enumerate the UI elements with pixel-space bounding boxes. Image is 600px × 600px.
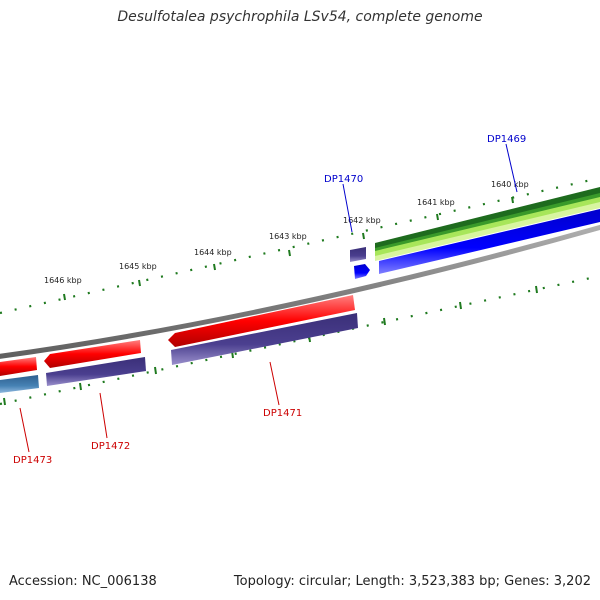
gene-label-dp1470: DP1470 xyxy=(324,174,363,185)
dp1471-bar xyxy=(171,313,358,365)
ruler-label: 1644 kbp xyxy=(194,248,232,257)
gene-label-dp1469: DP1469 xyxy=(487,134,526,145)
ruler-tick xyxy=(535,285,538,294)
dp1472-arrow xyxy=(44,340,141,368)
ruler-label: 1645 kbp xyxy=(119,262,157,271)
green-feature-track xyxy=(375,187,600,261)
gene-labels: DP1469 DP1470 DP1471 DP1472 DP1473 xyxy=(13,134,526,466)
ruler-tick xyxy=(288,249,291,257)
dp1471-arrow xyxy=(168,295,355,347)
dp1472-bar xyxy=(46,357,146,386)
ruler-ticks xyxy=(63,196,514,301)
outer-ruler xyxy=(0,176,600,315)
ruler-tick xyxy=(459,301,462,310)
label-leaders xyxy=(19,143,518,453)
ruler-tick xyxy=(79,382,82,391)
blue-feature-band xyxy=(379,209,600,274)
reverse-cds-track xyxy=(0,313,358,393)
ruler-tick xyxy=(362,232,365,240)
ruler-tick xyxy=(154,366,157,375)
ruler-label: 1646 kbp xyxy=(44,276,82,285)
map-title: Desulfotalea psychrophila LSv54, complet… xyxy=(117,9,483,25)
forward-cds-track xyxy=(0,295,355,376)
ruler-tick xyxy=(213,263,216,271)
ruler-tick xyxy=(3,397,6,406)
genome-backbone xyxy=(0,224,600,359)
ruler-tick xyxy=(63,293,66,301)
ruler-label: 1641 kbp xyxy=(417,198,455,207)
dp1473-bar xyxy=(0,375,39,393)
gene-label-dp1472: DP1472 xyxy=(91,441,130,452)
gene-label-dp1471: DP1471 xyxy=(263,408,302,419)
topology-text: Topology: circular; Length: 3,523,383 bp… xyxy=(233,574,591,589)
ruler-tick xyxy=(383,317,386,326)
ruler-tick xyxy=(511,196,514,204)
dp1473-arrow xyxy=(0,357,37,376)
dp1470-feature xyxy=(350,247,370,279)
ruler-label: 1640 kbp xyxy=(491,180,529,189)
ruler-label: 1642 kbp xyxy=(343,216,381,225)
ruler-tick xyxy=(436,213,439,221)
accession-text: Accession: NC_006138 xyxy=(9,574,157,589)
ruler-labels: 1646 kbp 1645 kbp 1644 kbp 1643 kbp 1642… xyxy=(44,180,529,285)
inner-ruler xyxy=(0,274,600,406)
gene-label-dp1473: DP1473 xyxy=(13,455,52,466)
ruler-label: 1643 kbp xyxy=(269,232,307,241)
ruler-tick xyxy=(138,279,141,287)
